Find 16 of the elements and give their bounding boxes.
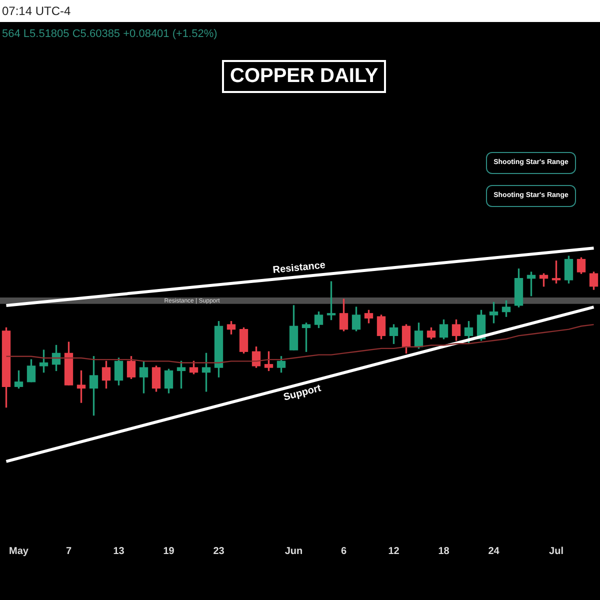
text: 564 L5.51805 C5.60385 +0.08401 (+1.52%) xyxy=(2,28,218,40)
x-tick-label: 24 xyxy=(488,546,500,557)
x-tick-label: Jun xyxy=(284,546,303,557)
x-tick-label: 6 xyxy=(340,546,347,557)
x-tick-label: 13 xyxy=(113,546,125,557)
x-tick-label: 19 xyxy=(163,546,175,557)
x-tick-label: 18 xyxy=(438,546,450,557)
x-tick-label: Jul xyxy=(549,546,564,557)
text: Resistance xyxy=(272,260,326,276)
text: Support xyxy=(282,382,323,404)
chart-title: COPPER DAILY xyxy=(222,60,386,93)
x-tick-label: May xyxy=(9,546,29,557)
text: 07:14 UTC-4 xyxy=(0,0,600,22)
x-tick-label: 7 xyxy=(66,546,72,557)
x-tick-label: 12 xyxy=(388,546,400,557)
x-tick-label: 23 xyxy=(213,546,225,557)
